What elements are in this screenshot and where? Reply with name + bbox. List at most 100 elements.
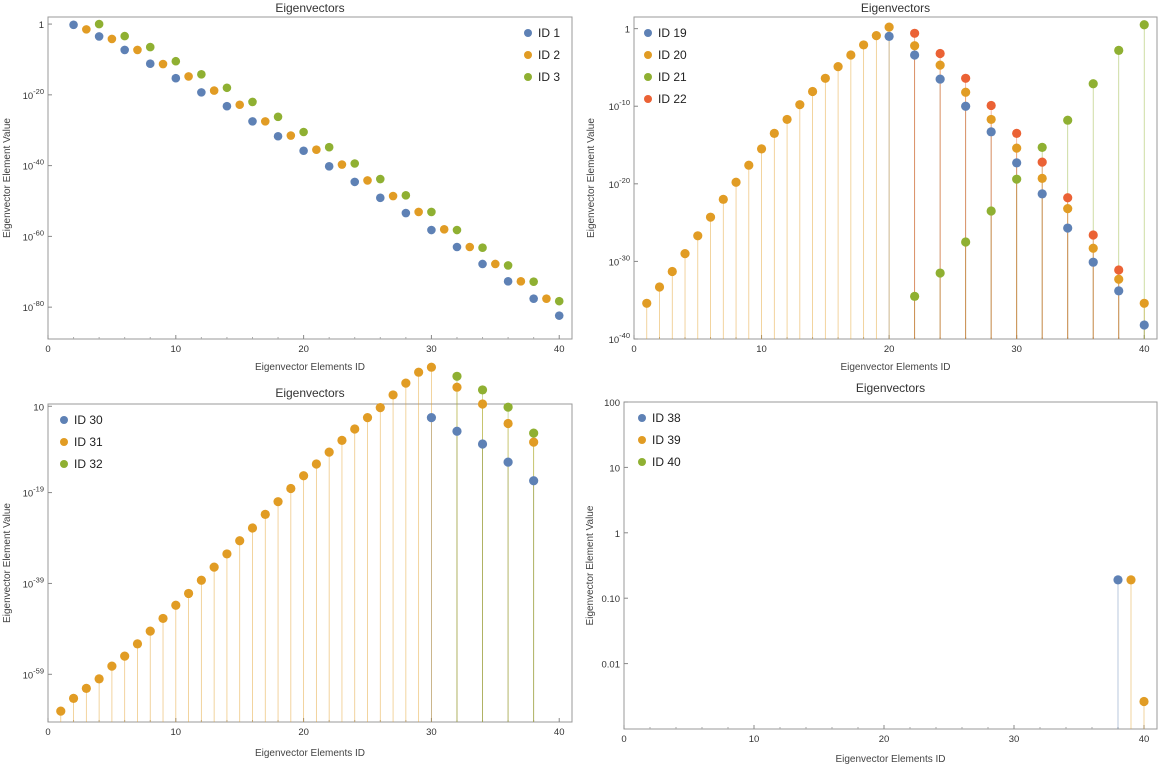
chart-panel-4: Eigenvectors Eigenvector Elements ID Eigen… (585, 381, 1158, 765)
legend-marker (524, 51, 532, 59)
data-point (1012, 128, 1022, 138)
y-tick-label: 10-20 (23, 87, 44, 102)
y-axis-label: Eigenvector Element Value (2, 503, 13, 623)
x-tick-label: 20 (884, 344, 895, 355)
data-point (132, 639, 143, 649)
data-point (452, 426, 462, 436)
chart-panel-2: Eigenvectors Eigenvector Elements ID Eigen… (586, 1, 1158, 373)
data-point (120, 45, 129, 55)
data-point (478, 243, 487, 253)
data-point (1114, 45, 1124, 55)
data-point (414, 207, 423, 217)
chart-title: Eigenvectors (275, 1, 344, 15)
data-point (312, 145, 321, 154)
data-point (196, 575, 206, 585)
data-point (1037, 142, 1047, 152)
legend-marker (638, 458, 646, 466)
data-point (1037, 189, 1047, 199)
data-point (491, 259, 500, 269)
x-tick-label: 30 (426, 344, 437, 355)
data-point (871, 31, 881, 41)
data-point (705, 212, 716, 222)
data-point (961, 73, 971, 83)
data-point (145, 59, 155, 69)
data-point (68, 693, 79, 703)
data-point (350, 424, 360, 434)
data-point (478, 259, 487, 269)
x-axis-label: Eigenvector Elements ID (255, 362, 365, 373)
data-point (503, 418, 513, 429)
data-point (209, 562, 219, 572)
data-point (247, 523, 258, 533)
data-point (69, 20, 78, 30)
data-point (1012, 158, 1022, 168)
data-point (529, 476, 539, 486)
data-point (209, 86, 219, 95)
data-point (782, 114, 792, 125)
data-point (1139, 696, 1149, 707)
legend-marker (644, 73, 652, 81)
data-point (324, 447, 334, 457)
data-point (986, 100, 996, 111)
data-point (94, 32, 104, 41)
data-point (222, 83, 232, 93)
data-point (401, 378, 411, 388)
data-point (299, 146, 308, 156)
data-point (311, 459, 321, 469)
data-point (654, 282, 665, 292)
data-point (961, 101, 971, 111)
data-point (81, 683, 91, 693)
data-point (986, 206, 996, 216)
x-tick-label: 30 (426, 727, 437, 738)
legend-marker (524, 29, 532, 37)
data-point (363, 176, 372, 185)
data-point (503, 261, 513, 270)
data-point (452, 242, 462, 252)
chart-title: Eigenvectors (856, 381, 925, 395)
data-point (820, 73, 830, 83)
data-point (133, 45, 142, 55)
data-point (324, 162, 334, 171)
data-point (1114, 265, 1124, 275)
y-tick-label: 10-30 (609, 253, 630, 268)
data-point (986, 127, 996, 137)
data-point (222, 101, 232, 111)
data-point (1114, 274, 1124, 284)
x-tick-label: 10 (749, 734, 760, 745)
data-point (286, 131, 296, 140)
legend-label: ID 21 (658, 70, 687, 84)
data-point (529, 428, 539, 438)
data-point (94, 19, 104, 29)
x-tick-label: 0 (631, 344, 636, 355)
x-tick-label: 20 (298, 344, 309, 355)
legend-marker (644, 51, 652, 59)
data-point (414, 367, 424, 377)
x-tick-label: 30 (1011, 344, 1022, 355)
plot-frame (47, 403, 573, 723)
data-point (1088, 79, 1098, 89)
data-point (1063, 115, 1073, 125)
x-axis-label: Eigenvector Elements ID (840, 362, 950, 373)
data-point (935, 268, 945, 278)
y-tick-label: 10-80 (23, 299, 44, 314)
x-axis-label: Eigenvector Elements ID (835, 754, 945, 765)
data-point (910, 291, 920, 301)
data-point (273, 112, 283, 122)
x-axis-label: Eigenvector Elements ID (255, 748, 365, 759)
x-tick-label: 0 (45, 344, 50, 355)
y-tick-label: 0.10 (602, 594, 621, 605)
data-point (1088, 230, 1098, 240)
x-tick-label: 20 (298, 727, 309, 738)
data-point (503, 277, 513, 286)
data-point (299, 471, 309, 481)
y-tick-label: 10 (609, 463, 620, 474)
data-point (1139, 298, 1149, 308)
data-point (503, 457, 513, 467)
data-point (529, 277, 538, 286)
data-point (1063, 204, 1073, 214)
data-point (197, 70, 206, 79)
data-point (554, 311, 564, 320)
data-point (401, 191, 411, 200)
data-point (120, 31, 129, 41)
chart-panel-1: Eigenvectors Eigenvector Elements ID Eigen… (2, 1, 573, 373)
